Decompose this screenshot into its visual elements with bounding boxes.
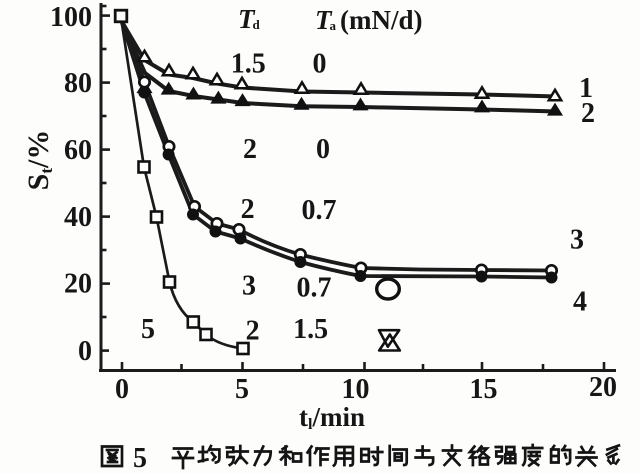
svg-text:2: 2 bbox=[241, 194, 255, 225]
svg-text:80: 80 bbox=[64, 68, 92, 99]
svg-text:0: 0 bbox=[313, 48, 327, 79]
svg-text:4: 4 bbox=[573, 286, 587, 317]
svg-text:0: 0 bbox=[78, 336, 92, 367]
svg-text:Td: Td bbox=[238, 4, 261, 34]
svg-text:3: 3 bbox=[570, 224, 584, 255]
svg-text:20: 20 bbox=[64, 268, 92, 299]
svg-text:2: 2 bbox=[246, 315, 260, 346]
svg-text:5: 5 bbox=[133, 443, 147, 474]
svg-text:0.7: 0.7 bbox=[297, 272, 332, 303]
svg-text:40: 40 bbox=[64, 202, 92, 233]
svg-text:1.5: 1.5 bbox=[293, 314, 328, 345]
svg-text:0.7: 0.7 bbox=[302, 195, 337, 226]
svg-text:1.5: 1.5 bbox=[231, 48, 266, 79]
svg-text:5: 5 bbox=[235, 374, 249, 405]
svg-text:2: 2 bbox=[581, 98, 595, 129]
svg-text:100: 100 bbox=[50, 2, 92, 33]
svg-text:St/%: St/% bbox=[22, 130, 56, 191]
svg-text:3: 3 bbox=[242, 271, 256, 302]
svg-text:0: 0 bbox=[316, 134, 330, 165]
svg-text:5: 5 bbox=[141, 314, 155, 345]
svg-text:20: 20 bbox=[589, 372, 617, 403]
svg-text:0: 0 bbox=[115, 374, 129, 405]
svg-text:2: 2 bbox=[243, 134, 257, 165]
svg-text:60: 60 bbox=[64, 135, 92, 166]
svg-text:tl/min: tl/min bbox=[299, 402, 365, 433]
svg-text:Ta(mN/d): Ta (mN/d) bbox=[315, 5, 423, 35]
svg-text:10: 10 bbox=[342, 374, 370, 405]
svg-text:1: 1 bbox=[579, 73, 593, 104]
svg-text:15: 15 bbox=[470, 374, 498, 405]
